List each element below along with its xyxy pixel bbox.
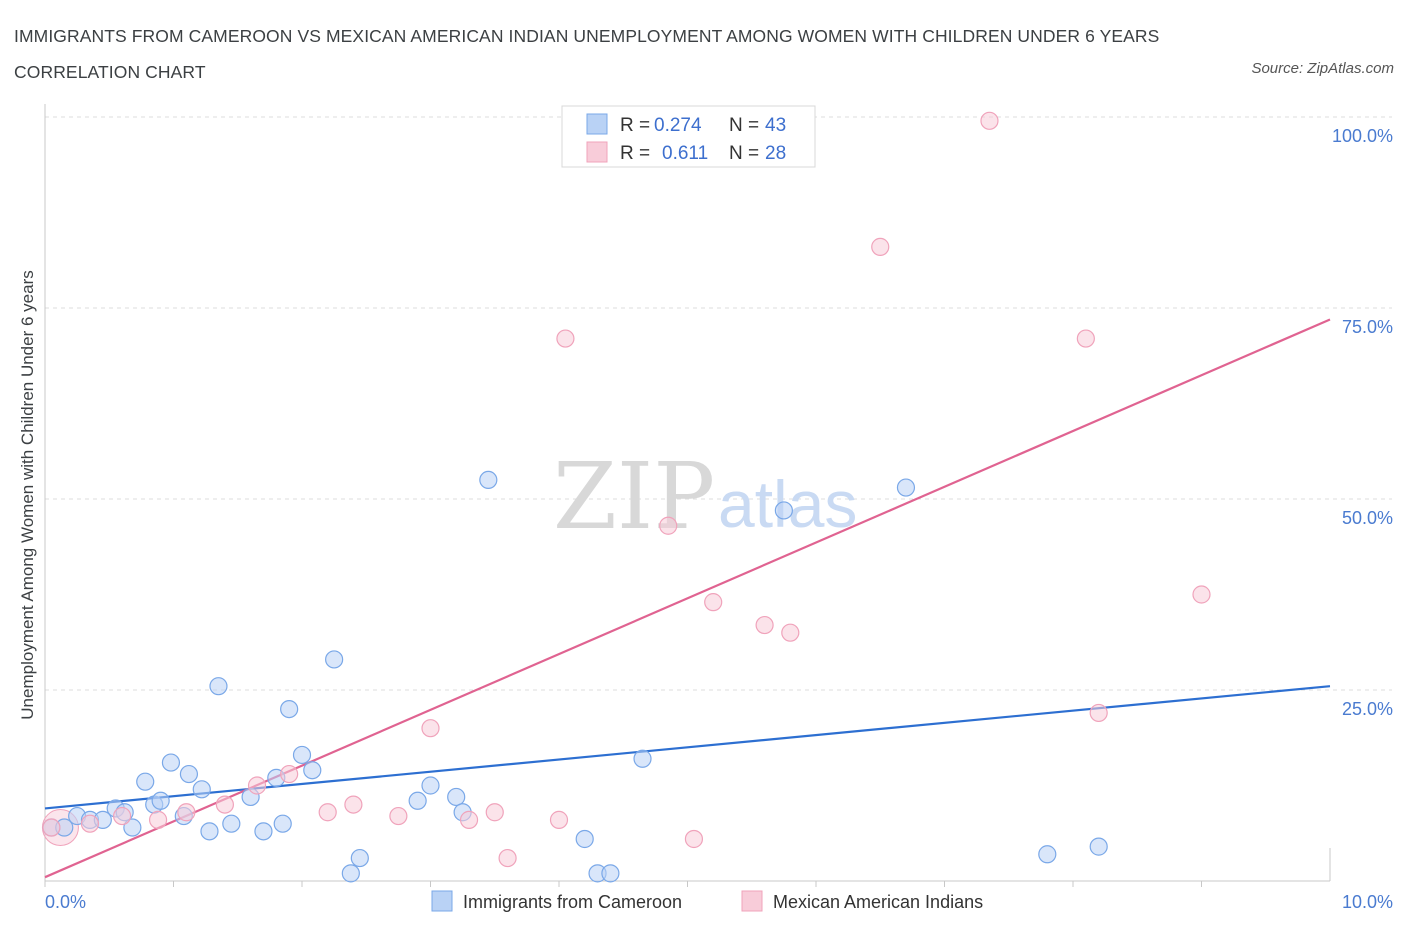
y-tick-label: 25.0% — [1342, 699, 1393, 719]
data-point-cameroon — [774, 501, 793, 520]
stats-r-value-1: 0.274 — [654, 115, 702, 136]
data-point-cameroon — [325, 650, 344, 669]
data-point-cameroon — [896, 478, 916, 497]
legend-swatch-mexican — [741, 890, 763, 912]
stats-r-label-1: R = — [620, 115, 650, 136]
data-point-mexican — [556, 329, 575, 348]
x-tick-label-max: 10.0% — [1342, 892, 1393, 912]
y-tick-labels: 25.0% 50.0% 75.0% 100.0% — [1332, 126, 1393, 719]
data-point-mexican — [177, 803, 196, 822]
data-point-cameroon — [408, 791, 427, 810]
data-point-mexican — [148, 810, 168, 829]
legend-label-mexican: Mexican American Indians — [773, 892, 983, 912]
data-point-mexican — [498, 848, 517, 868]
data-point-cameroon — [254, 822, 273, 841]
data-point-cameroon — [222, 814, 241, 833]
trend-lines — [44, 318, 1331, 879]
data-point-mexican — [1192, 585, 1211, 604]
data-point-cameroon — [123, 818, 142, 837]
data-point-cameroon — [200, 822, 219, 841]
data-points — [41, 111, 1211, 883]
source-label: Source: ZipAtlas.com — [1251, 60, 1394, 77]
y-tick-label: 50.0% — [1342, 508, 1393, 528]
legend-label-cameroon: Immigrants from Cameroon — [463, 892, 682, 912]
data-point-cameroon — [341, 864, 360, 883]
data-point-mexican — [280, 764, 299, 784]
data-point-cameroon — [1089, 837, 1108, 856]
data-point-mexican — [1076, 329, 1095, 348]
data-point-mexican — [389, 806, 408, 826]
watermark-zip: ZIP — [553, 443, 715, 550]
data-point-cameroon — [575, 829, 594, 849]
data-point-cameroon — [633, 749, 652, 768]
data-point-cameroon — [303, 761, 322, 780]
data-point-cameroon — [479, 470, 498, 489]
data-point-mexican — [485, 803, 504, 822]
data-point-mexican — [421, 719, 440, 738]
trend-line-mexican — [44, 318, 1331, 879]
stats-legend: R = 0.274 N = 43 R = 0.611 N = 28 — [561, 105, 816, 168]
data-point-cameroon — [192, 780, 211, 799]
series-legend: Immigrants from Cameroon Mexican America… — [431, 890, 983, 912]
watermark: ZIP atlas — [553, 443, 857, 550]
stats-r-value-2: 0.611 — [662, 143, 708, 164]
stats-n-label-2: N = — [729, 143, 759, 164]
stats-legend-swatch-cameroon — [586, 113, 608, 135]
data-point-cameroon — [209, 677, 228, 696]
data-point-mexican — [112, 806, 132, 826]
data-point-mexican — [215, 795, 234, 814]
legend-swatch-cameroon — [431, 890, 453, 912]
data-point-cameroon — [179, 764, 199, 784]
data-point-cameroon — [421, 776, 440, 795]
data-point-cameroon — [350, 848, 369, 868]
y-tick-label: 75.0% — [1342, 317, 1393, 337]
data-point-cameroon — [273, 814, 292, 833]
stats-r-label-2: R = — [620, 143, 650, 164]
chart-title: IMMIGRANTS FROM CAMEROON VS MEXICAN AMER… — [14, 26, 1160, 82]
data-point-mexican — [704, 593, 723, 612]
data-point-mexican — [980, 111, 999, 130]
data-point-mexican — [80, 814, 100, 833]
data-point-mexican — [318, 803, 337, 822]
data-point-cameroon — [136, 772, 155, 791]
data-point-cameroon — [447, 787, 466, 807]
trend-line-cameroon — [44, 685, 1331, 810]
data-point-mexican — [659, 516, 678, 535]
data-point-cameroon — [601, 864, 620, 883]
axes — [44, 104, 1331, 887]
data-point-mexican — [459, 810, 479, 829]
stats-legend-swatch-mexican — [586, 141, 608, 163]
data-point-mexican — [755, 615, 774, 635]
data-point-mexican — [1089, 703, 1108, 723]
data-point-cameroon — [161, 753, 181, 772]
data-point-mexican — [42, 818, 61, 837]
stats-n-value-2: 28 — [765, 143, 786, 164]
data-point-mexican — [344, 795, 363, 814]
data-point-mexican — [247, 776, 267, 795]
x-tick-label-min: 0.0% — [45, 892, 86, 912]
data-point-mexican — [781, 623, 800, 642]
stats-n-label-1: N = — [729, 115, 759, 136]
data-point-mexican — [549, 810, 569, 829]
data-point-cameroon — [280, 699, 299, 719]
data-point-mexican — [871, 237, 890, 256]
y-tick-label: 100.0% — [1332, 126, 1393, 146]
data-point-cameroon — [1038, 845, 1057, 864]
data-point-cameroon — [151, 791, 170, 810]
y-axis-title: Unemployment Among Women with Children U… — [18, 270, 37, 719]
stats-n-value-1: 43 — [765, 115, 786, 136]
data-point-cameroon — [292, 745, 312, 765]
data-point-mexican — [684, 829, 704, 849]
